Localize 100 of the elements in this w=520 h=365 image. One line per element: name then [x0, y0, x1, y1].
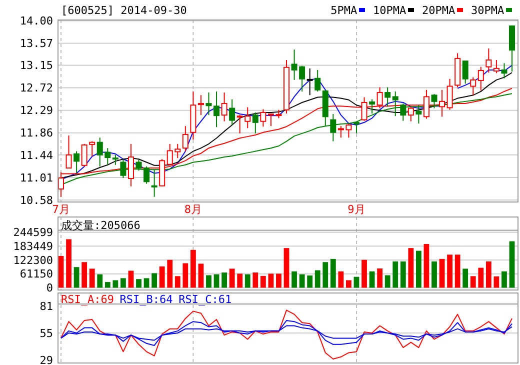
- y-tick-label: 55: [40, 326, 53, 340]
- y-tick-label: 0: [46, 282, 53, 295]
- x-tick-label: 7月: [52, 203, 70, 216]
- y-tick-label: 11.01: [20, 171, 53, 184]
- x-tick-label: 9月: [348, 203, 366, 216]
- bar: [128, 270, 134, 288]
- bar: [252, 272, 258, 288]
- candlestick: [198, 94, 204, 116]
- text: RSI_C:61: [178, 293, 232, 306]
- candlestick: [190, 90, 196, 140]
- bar: [182, 263, 188, 288]
- candlestick: [501, 62, 508, 79]
- bar: [346, 280, 352, 288]
- line-series: [60, 310, 512, 360]
- bar: [400, 261, 406, 288]
- y-tick-label: 13.57: [20, 37, 53, 50]
- bar: [462, 268, 468, 288]
- bar: [66, 239, 72, 288]
- candlestick: [330, 114, 336, 142]
- y-tick-label: 12.29: [20, 104, 53, 118]
- bar: [268, 274, 274, 288]
- series-label: RSI_A:69: [61, 293, 114, 306]
- bar: [470, 276, 476, 288]
- bar: [237, 274, 243, 288]
- line-series: [60, 320, 512, 346]
- bar: [260, 276, 266, 288]
- y-tick-label: 29: [40, 354, 53, 365]
- x-tick-label: 8月: [184, 203, 202, 216]
- bar: [104, 282, 110, 288]
- bar: [392, 261, 398, 288]
- candlestick: [221, 92, 228, 122]
- chart-title: 成交量:205066: [61, 219, 140, 232]
- y-tick-label: 183449: [13, 240, 53, 253]
- bar: [276, 274, 282, 288]
- bar: [384, 275, 390, 288]
- y-tick-label: 12.72: [20, 82, 53, 95]
- bar: [58, 256, 64, 288]
- bar: [416, 250, 422, 288]
- bar: [502, 271, 507, 288]
- y-tick-label: 14.00: [20, 14, 53, 28]
- candlestick: [408, 106, 414, 122]
- bar: [486, 261, 492, 288]
- bar: [292, 271, 297, 288]
- y-tick-label: 13.15: [20, 59, 53, 72]
- bar: [478, 268, 484, 288]
- bar: [112, 280, 118, 288]
- bar: [82, 262, 88, 288]
- y-tick-label: 122300: [13, 254, 53, 267]
- candlestick: [74, 150, 80, 174]
- bar: [454, 254, 460, 288]
- bar: [74, 267, 80, 288]
- bar: [377, 268, 383, 288]
- bar: [136, 279, 142, 288]
- text: RSI_B:64: [120, 293, 174, 306]
- bar: [206, 275, 212, 288]
- bar: [244, 274, 250, 288]
- bar: [362, 260, 367, 288]
- bar: [338, 271, 344, 288]
- bar: [330, 258, 336, 288]
- bar: [190, 250, 196, 288]
- y-tick-label: 81: [40, 300, 53, 313]
- bar: [369, 271, 375, 288]
- bar: [89, 268, 95, 288]
- bar: [159, 266, 165, 288]
- candlestick: [416, 104, 422, 124]
- y-tick-label: 61150: [20, 268, 53, 281]
- bar: [439, 258, 445, 288]
- bar: [198, 264, 204, 288]
- bar: [322, 262, 328, 288]
- bar: [120, 278, 126, 288]
- bar: [222, 272, 227, 288]
- bar: [494, 276, 500, 288]
- bar: [299, 274, 305, 288]
- y-tick-label: 11.44: [20, 148, 54, 162]
- legend-label: 30PMA: [471, 4, 504, 17]
- bar: [432, 261, 437, 288]
- bar: [447, 254, 452, 288]
- candlestick: [454, 52, 461, 88]
- legend-label: 10PMA: [373, 4, 406, 17]
- bar: [167, 260, 173, 288]
- bar: [509, 241, 515, 288]
- bar: [424, 244, 430, 288]
- line-series: [60, 325, 512, 341]
- bar: [174, 276, 180, 288]
- y-tick-label: 10.58: [20, 194, 53, 207]
- y-tick-label: 11.86: [20, 126, 53, 140]
- candlestick: [206, 92, 212, 116]
- bar: [97, 274, 103, 288]
- bar: [408, 248, 414, 288]
- candlestick: [214, 90, 220, 128]
- legend-label: 5PMA: [330, 4, 358, 17]
- candlestick: [306, 68, 313, 96]
- legend-label: 20PMA: [422, 4, 456, 17]
- bar: [214, 274, 220, 288]
- bar: [144, 278, 150, 288]
- bar: [314, 270, 320, 288]
- y-tick-label: 244599: [13, 226, 53, 240]
- chart-title: [600525] 2014-09-30: [61, 4, 187, 17]
- bar: [307, 275, 313, 288]
- bar: [229, 268, 235, 288]
